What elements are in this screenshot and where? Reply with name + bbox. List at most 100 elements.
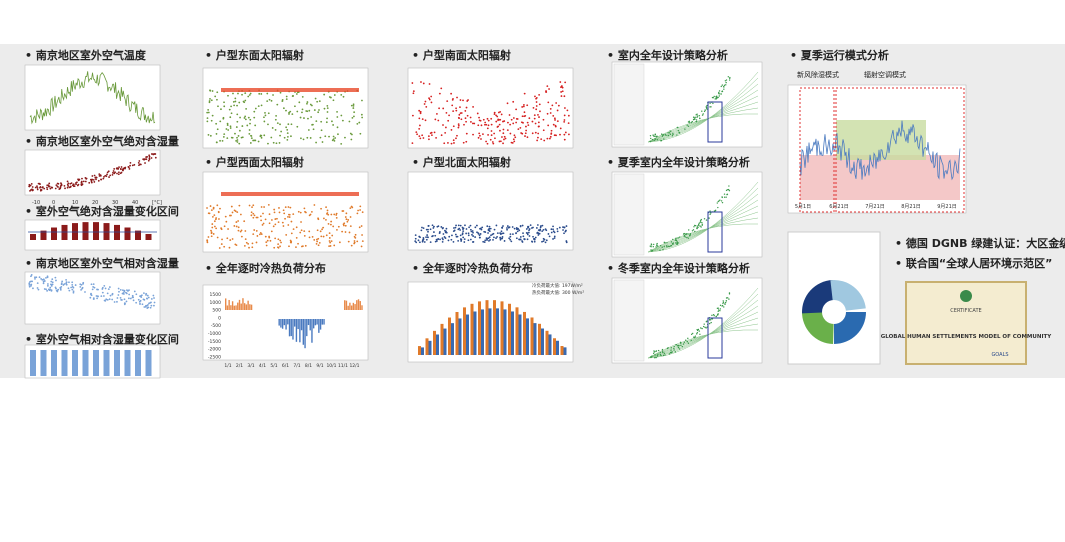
dot: [223, 133, 226, 136]
load-bar: [311, 319, 313, 343]
load-bar: [304, 319, 306, 349]
dot: [687, 121, 690, 123]
load-bar: [440, 323, 444, 355]
dot: [537, 232, 540, 235]
dot: [210, 209, 213, 212]
dot: [229, 127, 232, 129]
dot: [244, 92, 247, 95]
dot: [452, 110, 455, 113]
dot: [62, 284, 65, 286]
dot: [321, 228, 323, 231]
dot: [349, 216, 352, 218]
dot: [502, 128, 505, 131]
dot: [469, 228, 472, 231]
dot: [656, 242, 658, 245]
dot: [336, 116, 339, 118]
dot: [333, 140, 336, 142]
dot: [55, 279, 57, 282]
dot: [129, 297, 132, 300]
dot: [145, 297, 148, 300]
dot: [288, 216, 291, 218]
load-bar: [319, 319, 322, 330]
dot: [277, 221, 280, 223]
dot: [702, 113, 704, 115]
dot: [125, 292, 128, 295]
dot: [235, 225, 238, 228]
load-bar: [443, 328, 447, 355]
dot: [696, 225, 699, 227]
bar-deco: [124, 227, 131, 240]
dot: [548, 137, 551, 140]
dot: [441, 227, 444, 230]
dot: [40, 278, 43, 280]
dot: [28, 285, 31, 288]
bar-deco: [82, 222, 89, 240]
dot: [478, 236, 481, 239]
dot: [325, 206, 327, 209]
dot: [664, 133, 666, 136]
dot: [422, 238, 425, 241]
dot: [228, 108, 231, 111]
dot: [89, 296, 92, 299]
dot: [440, 134, 443, 137]
dot: [547, 233, 550, 235]
dot: [60, 183, 63, 186]
dot: [254, 139, 257, 142]
dot: [51, 186, 54, 189]
dot: [471, 122, 474, 125]
dot: [538, 93, 541, 96]
curve: [647, 299, 759, 359]
dot: [464, 117, 467, 120]
dot: [150, 153, 153, 155]
dot: [533, 238, 536, 241]
dot: [99, 174, 102, 177]
dot: [211, 226, 214, 229]
dot: [328, 237, 331, 239]
dot: [499, 140, 502, 143]
dot: [220, 228, 223, 231]
dot: [552, 123, 555, 126]
dot: [686, 236, 688, 239]
dot: [266, 92, 269, 95]
dot: [57, 186, 59, 188]
dot: [515, 232, 517, 235]
dot: [303, 230, 306, 232]
dot: [536, 224, 539, 226]
dot: [235, 221, 238, 223]
dot: [290, 232, 293, 235]
dot: [712, 313, 715, 316]
dot: [127, 290, 129, 292]
dot: [691, 332, 694, 335]
dot: [258, 92, 261, 95]
curve: [647, 193, 759, 253]
dot: [51, 278, 54, 281]
dot: [714, 209, 717, 212]
dot: [244, 99, 247, 102]
dot: [539, 110, 541, 113]
dot: [709, 213, 711, 216]
dot: [419, 110, 422, 113]
dot: [287, 224, 290, 226]
band: [221, 192, 359, 196]
dot: [238, 204, 241, 207]
dot: [264, 235, 267, 238]
load-bar: [548, 334, 552, 355]
dot: [361, 240, 364, 243]
load-bar: [508, 303, 511, 355]
dot: [687, 337, 689, 340]
bar-deco: [72, 350, 78, 376]
dot: [41, 186, 44, 189]
dot: [55, 184, 58, 187]
dot: [237, 92, 239, 95]
dot: [652, 352, 655, 355]
dot: [237, 229, 240, 232]
dot: [549, 107, 552, 110]
dot: [274, 118, 277, 121]
dot: [556, 120, 559, 123]
bar-deco: [135, 350, 141, 376]
dot: [123, 302, 126, 304]
dot: [662, 351, 664, 354]
dot: [711, 314, 713, 317]
dot: [47, 184, 50, 187]
dot: [230, 112, 233, 115]
